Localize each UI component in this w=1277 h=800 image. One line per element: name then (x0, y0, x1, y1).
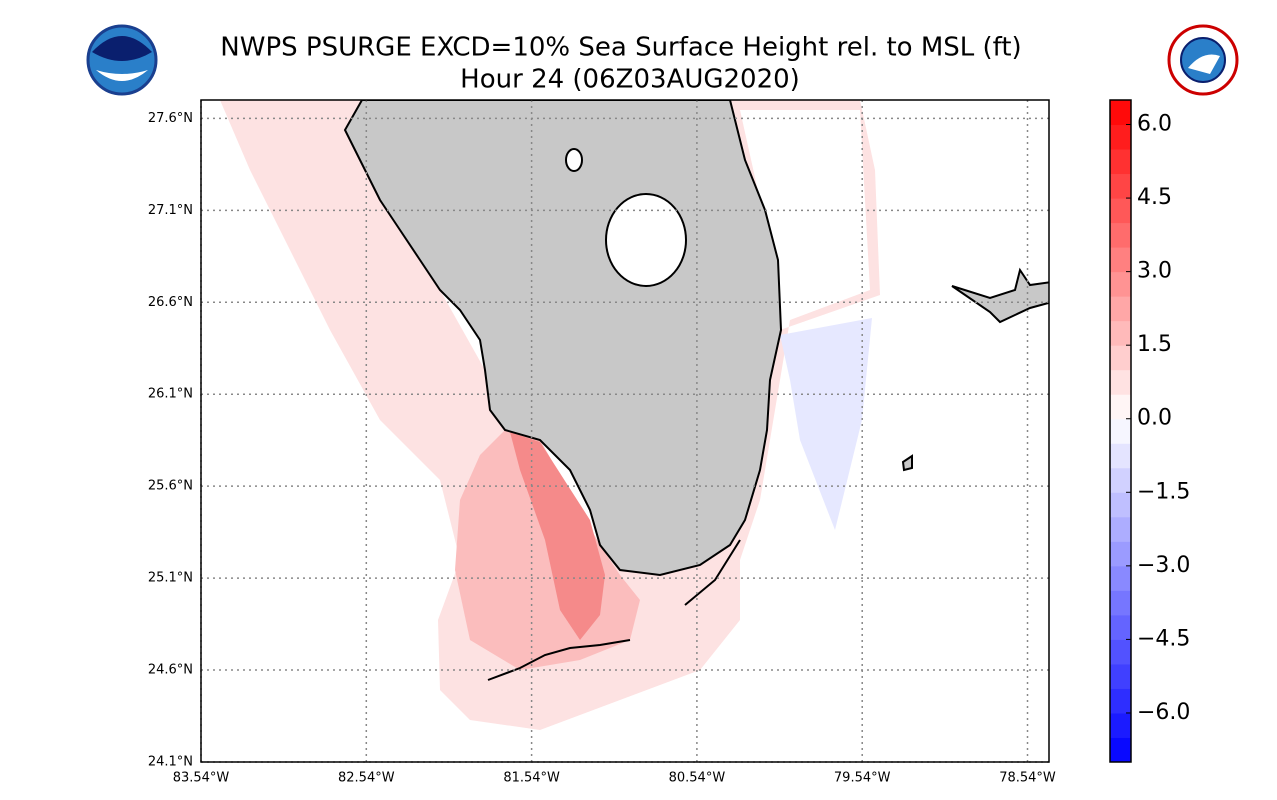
colorbar-band (1110, 100, 1131, 126)
colorbar-band (1110, 124, 1131, 150)
y-tick-label: 27.1°N (148, 203, 193, 218)
bahamas (951, 267, 1049, 324)
colorbar-band (1110, 198, 1131, 224)
island (901, 454, 913, 472)
x-tick-label: 79.54°W (834, 771, 891, 786)
title: NWPS PSURGE EXCD=10% Sea Surface Height … (220, 33, 1021, 63)
colorbar-tick-label: 1.5 (1137, 332, 1172, 357)
colorbar: 6.0 4.5 3.0 1.5 0.0 −1.5 −3.0 −4.5 −6.0 (1109, 99, 1190, 763)
x-tick-label: 78.54°W (999, 771, 1056, 786)
y-tick-label: 24.1°N (148, 755, 193, 770)
map-layers (220, 100, 1049, 730)
colorbar-frame (1109, 99, 1132, 763)
map-frame (200, 99, 1050, 763)
colorbar-band (1110, 467, 1131, 493)
y-tick-label: 25.1°N (148, 571, 193, 586)
x-tick-label: 80.54°W (669, 771, 726, 786)
nws-logo (1167, 24, 1239, 96)
colorbar-band (1110, 516, 1131, 542)
colorbar-band (1110, 614, 1131, 640)
colorbar-band (1110, 688, 1131, 714)
surge-negative (780, 318, 872, 530)
y-tick-label: 25.6°N (148, 479, 193, 494)
surge-light (220, 100, 880, 730)
colorbar-band (1110, 418, 1131, 444)
colorbar-band (1110, 394, 1131, 420)
subtitle: Hour 24 (06Z03AUG2020) (460, 65, 800, 95)
y-tick-label: 24.6°N (148, 663, 193, 678)
x-tick-label: 82.54°W (338, 771, 395, 786)
x-tick-label: 83.54°W (173, 771, 230, 786)
y-tick-label: 27.6°N (148, 111, 193, 126)
lake-okeechobee (605, 193, 687, 287)
colorbar-band (1110, 173, 1131, 199)
colorbar-band (1110, 320, 1131, 346)
colorbar-band (1110, 222, 1131, 248)
y-tick-label: 26.6°N (148, 295, 193, 310)
colorbar-tick-label: 6.0 (1137, 112, 1172, 137)
y-tick-label: 26.1°N (148, 387, 193, 402)
colorbar-band (1110, 369, 1131, 395)
colorbar-band (1110, 565, 1131, 591)
x-tick-label: 81.54°W (503, 771, 560, 786)
colorbar-band (1110, 271, 1131, 297)
colorbar-band (1110, 443, 1131, 469)
colorbar-band (1110, 712, 1131, 738)
noaa-logo (86, 24, 158, 96)
colorbar-band (1110, 663, 1131, 689)
colorbar-tick-label: 4.5 (1137, 185, 1172, 210)
colorbar-band (1110, 492, 1131, 518)
colorbar-band (1110, 737, 1131, 763)
colorbar-tick-label: 0.0 (1137, 406, 1172, 431)
colorbar-band (1110, 149, 1131, 175)
colorbar-tick-label: −1.5 (1137, 479, 1190, 504)
colorbar-band (1110, 541, 1131, 567)
colorbar-band (1110, 590, 1131, 616)
colorbar-tick-label: −6.0 (1137, 700, 1190, 725)
colorbar-band (1110, 345, 1131, 371)
colorbar-tick-label: −4.5 (1137, 626, 1190, 651)
surge-high (510, 432, 605, 640)
colorbar-band (1110, 247, 1131, 273)
colorbar-band (1110, 296, 1131, 322)
colorbar-tick-label: 3.0 (1137, 259, 1172, 284)
small-lake (565, 148, 583, 172)
colorbar-band (1110, 639, 1131, 665)
colorbar-tick-label: −3.0 (1137, 553, 1190, 578)
